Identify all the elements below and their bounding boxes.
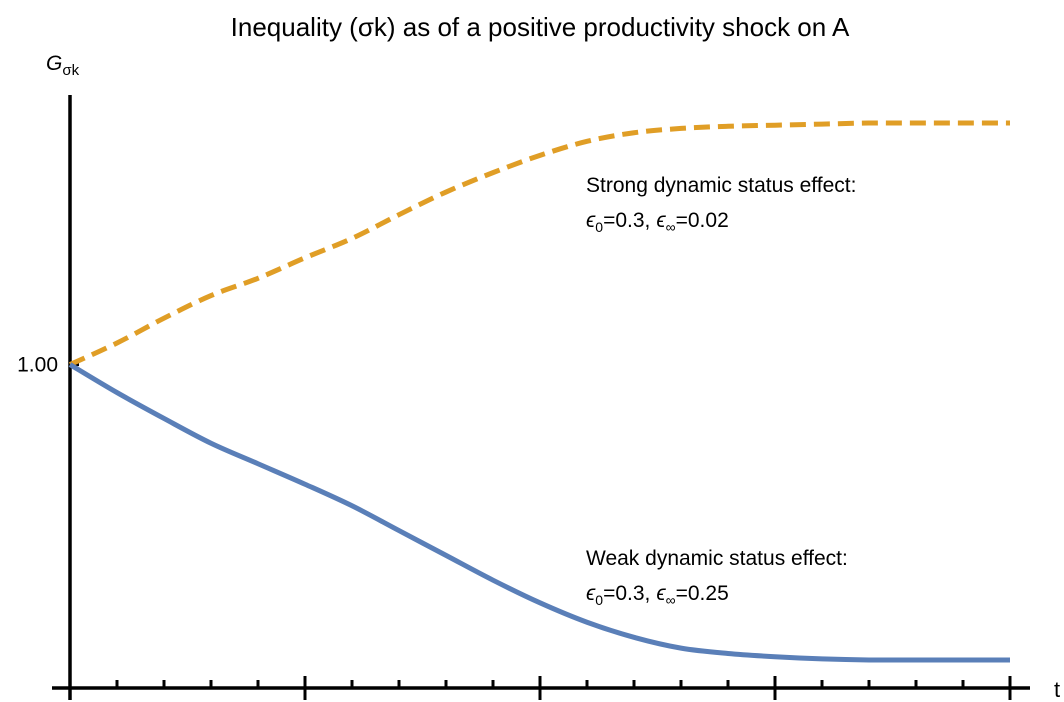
y-label-main: G bbox=[46, 52, 62, 75]
param-symbol: ϵ bbox=[656, 209, 666, 232]
annotation-heading: Strong dynamic status effect: bbox=[586, 174, 856, 197]
chart-title: Inequality (σk) as of a positive product… bbox=[231, 12, 850, 42]
param-value: =0.3, bbox=[603, 209, 650, 232]
annotation-params: ϵ0=0.3, ϵ∞=0.25 bbox=[586, 582, 729, 608]
line-series bbox=[68, 362, 1010, 663]
param-sub: 0 bbox=[595, 219, 603, 235]
param-value: =0.3, bbox=[603, 582, 650, 605]
line-series bbox=[68, 120, 1010, 367]
param-sub: ∞ bbox=[666, 592, 676, 608]
y-axis-label: Gσk bbox=[46, 52, 80, 79]
y-tick-label: 1.00 bbox=[17, 354, 58, 377]
y-label-sub: σk bbox=[62, 62, 79, 79]
param-symbol: ϵ bbox=[586, 209, 596, 232]
annotation-heading: Weak dynamic status effect: bbox=[586, 547, 848, 570]
param-sub: 0 bbox=[595, 592, 603, 608]
annotation-params: ϵ0=0.3, ϵ∞=0.02 bbox=[586, 209, 729, 235]
param-sub: ∞ bbox=[666, 219, 676, 235]
param-value: =0.02 bbox=[676, 209, 729, 232]
x-axis-label: t bbox=[1054, 677, 1060, 702]
param-symbol: ϵ bbox=[656, 582, 666, 605]
param-value: =0.25 bbox=[676, 582, 729, 605]
param-symbol: ϵ bbox=[586, 582, 596, 605]
